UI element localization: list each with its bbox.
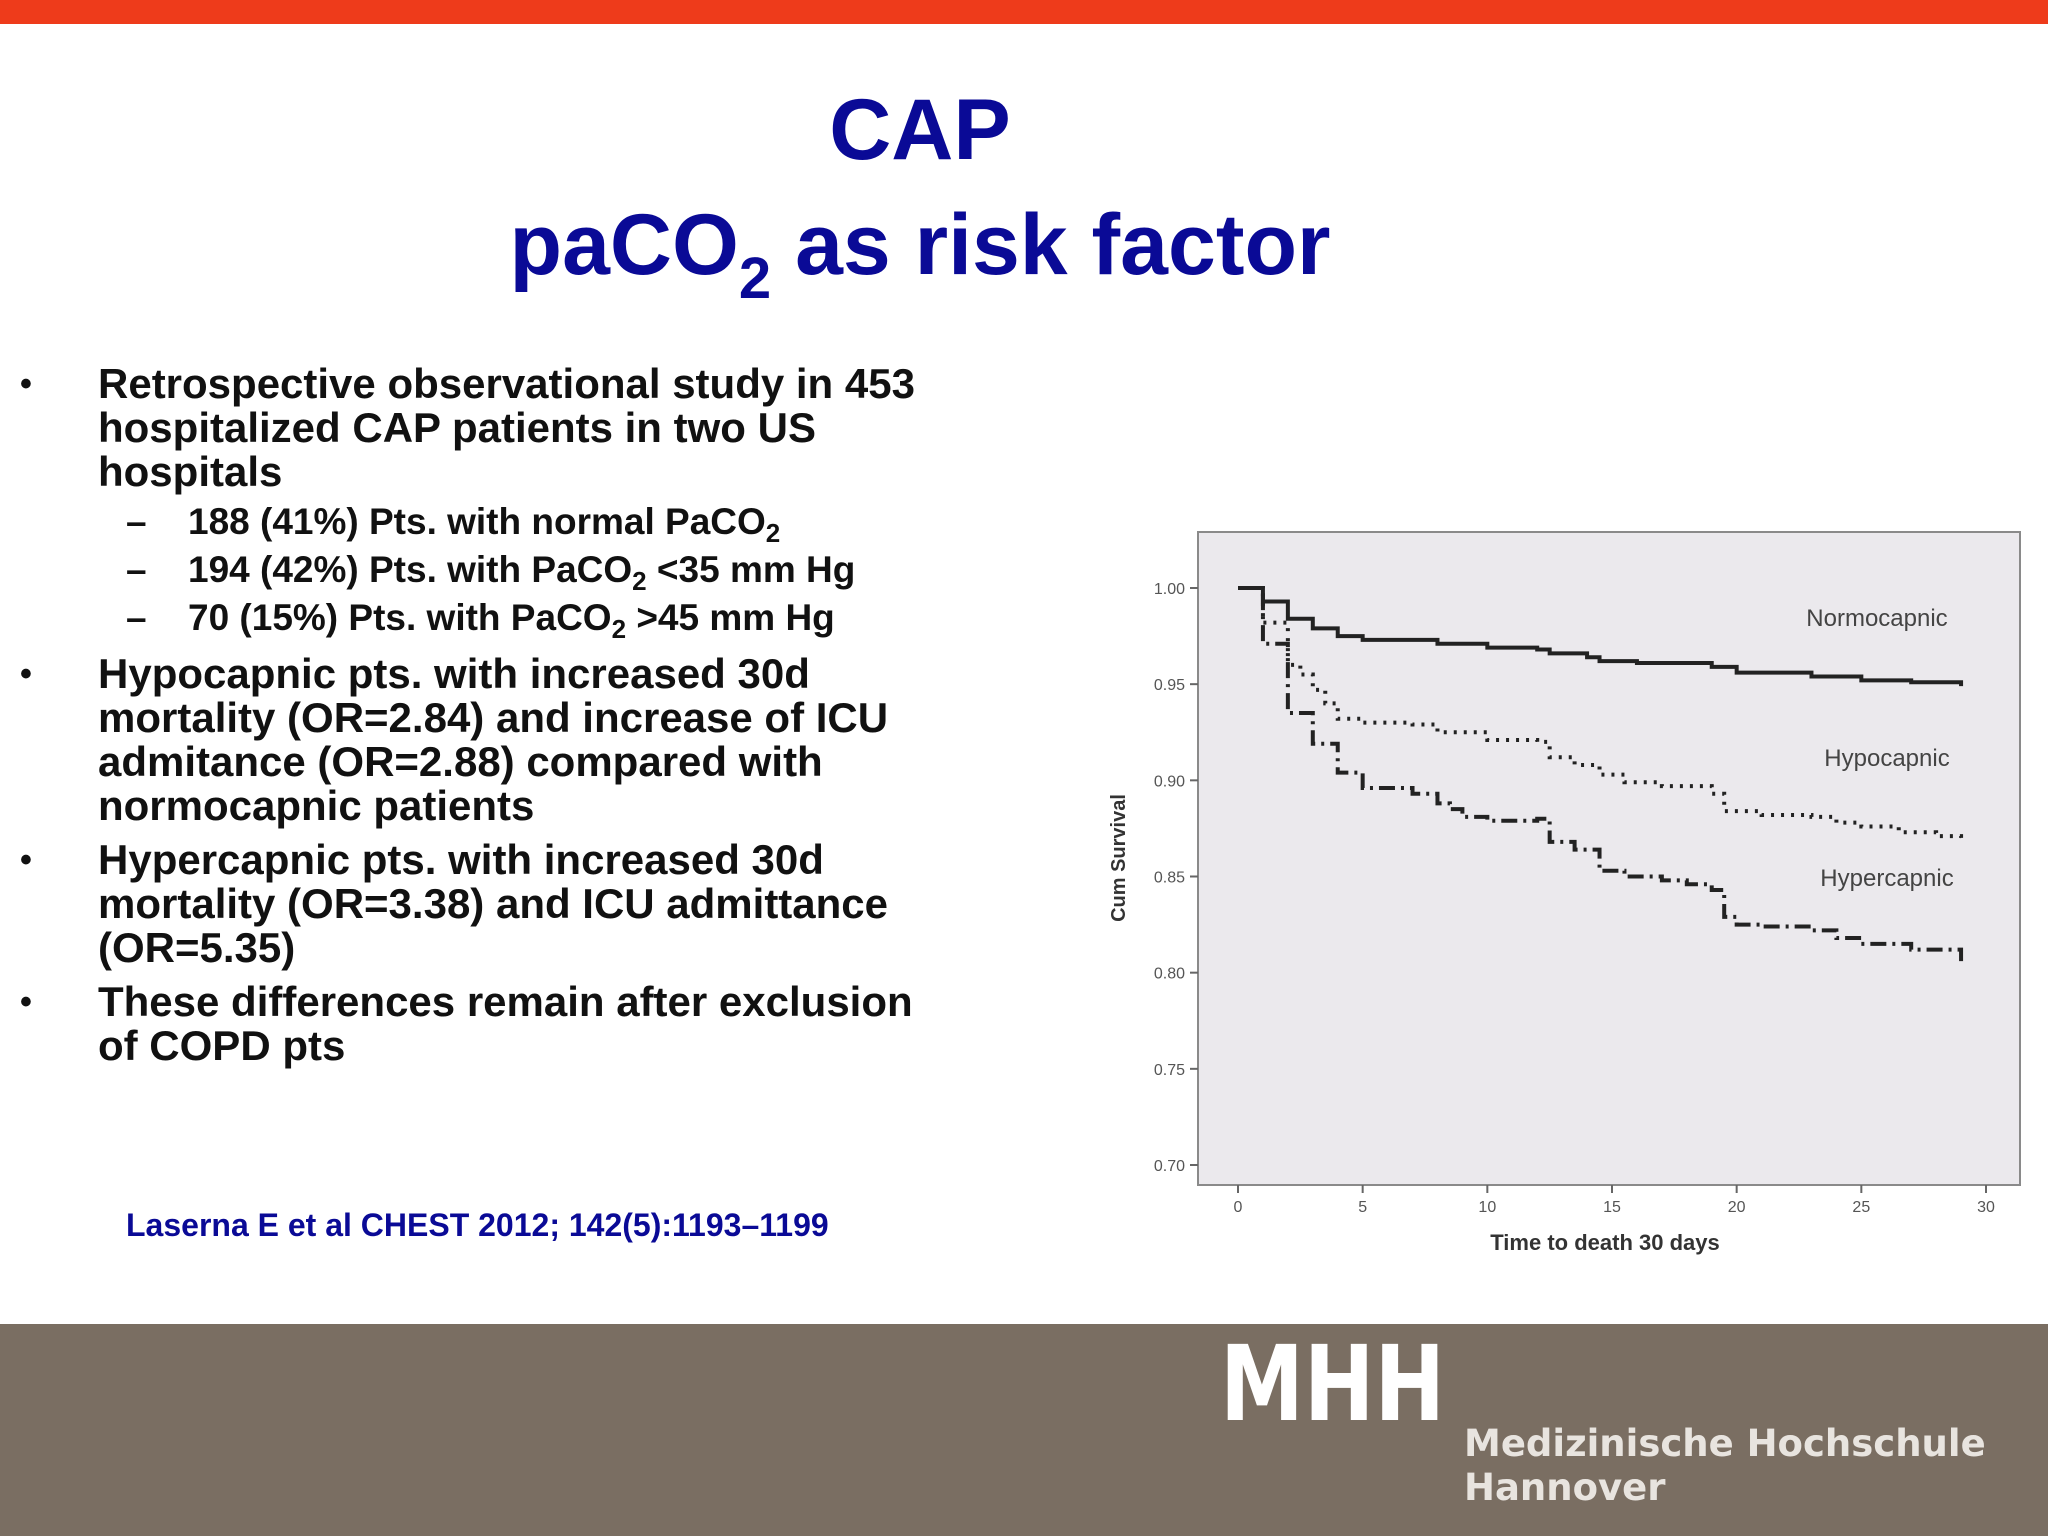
chart-axes: 1.00 0.95 0.90 0.85 0.80 0.75 0.70 0 5 10 15 20 25 30 — [1154, 581, 1995, 1216]
series-line-hypocapnic — [1238, 586, 1964, 844]
accent-top-bar — [0, 0, 2048, 24]
y-tick-label: 0.85 — [1154, 870, 1185, 887]
citation-reference: Laserna E et al CHEST 2012; 142(5):1193–… — [126, 1207, 829, 1243]
y-tick-label: 0.80 — [1154, 966, 1185, 983]
x-tick-label: 15 — [1603, 1199, 1621, 1216]
sub-bullet-list: –188 (41%) Pts. with normal PaCO2 –194 (… — [98, 498, 920, 642]
title-text-pre: paCO — [509, 197, 739, 293]
x-tick-label: 30 — [1977, 1199, 1995, 1216]
x-tick-label: 10 — [1478, 1199, 1496, 1216]
x-tick-label: 25 — [1852, 1199, 1870, 1216]
sub-text-post: <35 mm Hg — [646, 549, 856, 590]
sub-text-post: >45 mm Hg — [626, 597, 835, 638]
sub-text-subscript: 2 — [632, 566, 647, 596]
x-tick-label: 5 — [1358, 1199, 1367, 1216]
bullet-item: • Hypocapnic pts. with increased 30d mort… — [0, 652, 920, 828]
chart-series-layer — [1238, 586, 1964, 962]
bullet-item: • Hypercapnic pts. with increased 30d mor… — [0, 838, 920, 970]
bullet-item: • Retrospective observational study in 4… — [0, 360, 920, 643]
bullet-text: These differences remain after exclusion… — [98, 978, 913, 1069]
y-tick-label: 0.95 — [1154, 677, 1185, 694]
dash-symbol: – — [126, 597, 147, 638]
bullet-text: Hypercapnic pts. with increased 30d mort… — [98, 836, 889, 971]
series-label-normocapnic: Normocapnic — [1806, 605, 1947, 632]
survival-chart: 1.00 0.95 0.90 0.85 0.80 0.75 0.70 0 5 10 15 20 25 30… — [1108, 531, 2021, 1255]
y-tick-label: 0.75 — [1154, 1062, 1185, 1079]
dash-symbol: – — [126, 501, 147, 542]
slide-title-line1: CAP — [829, 82, 1011, 178]
bullet-symbol: • — [20, 983, 32, 1021]
y-tick-label: 1.00 — [1154, 581, 1185, 598]
sub-text-pre: 194 (42%) Pts. with PaCO — [188, 549, 633, 590]
x-tick-label: 20 — [1728, 1199, 1746, 1216]
y-axis-label: Cum Survival — [1108, 794, 1130, 922]
sub-text-subscript: 2 — [611, 614, 627, 644]
bullet-symbol: • — [20, 841, 32, 879]
university-name-line1: Medizinische Hochschule — [1464, 1422, 1986, 1465]
mhh-logo: MHH — [1220, 1340, 1445, 1445]
mhh-logo-text: MHH — [1220, 1340, 1445, 1445]
dash-symbol: – — [126, 549, 147, 590]
sub-bullet-item: –188 (41%) Pts. with normal PaCO2 — [98, 498, 920, 546]
bullet-symbol: • — [20, 655, 32, 693]
y-tick-label: 0.70 — [1154, 1158, 1185, 1175]
series-line-hypercapnic — [1238, 586, 1964, 962]
footer-band — [0, 1324, 2048, 1536]
university-name-line2: Hannover — [1464, 1466, 1666, 1509]
sub-bullet-item: –70 (15%) Pts. with PaCO2 >45 mm Hg — [98, 594, 920, 642]
bullet-symbol: • — [20, 365, 32, 403]
sub-text-pre: 70 (15%) Pts. with PaCO — [188, 597, 612, 638]
bullet-list: • Retrospective observational study in 4… — [0, 362, 920, 1078]
title-text-post: as risk factor — [771, 197, 1331, 293]
x-tick-label: 0 — [1234, 1199, 1243, 1216]
series-label-hypercapnic: Hypercapnic — [1820, 865, 1953, 892]
sub-text-pre: 188 (41%) Pts. with normal PaCO — [188, 501, 766, 542]
plot-area — [1197, 531, 2021, 1186]
bullet-item: • These differences remain after exclusio… — [0, 980, 920, 1068]
series-label-hypocapnic: Hypocapnic — [1824, 745, 1949, 772]
bullet-text: Hypocapnic pts. with increased 30d morta… — [98, 650, 889, 829]
title-subscript: 2 — [738, 246, 772, 311]
bullet-text: Retrospective observational study in 453… — [98, 360, 915, 495]
sub-bullet-item: –194 (42%) Pts. with PaCO2 <35 mm Hg — [98, 546, 920, 594]
slide-title-line2: paCO2 as risk factor — [0, 190, 1840, 308]
y-tick-label: 0.90 — [1154, 773, 1185, 790]
x-axis-label: Time to death 30 days — [1490, 1230, 1719, 1255]
series-line-normocapnic — [1238, 586, 1964, 687]
sub-text-subscript: 2 — [765, 518, 781, 548]
